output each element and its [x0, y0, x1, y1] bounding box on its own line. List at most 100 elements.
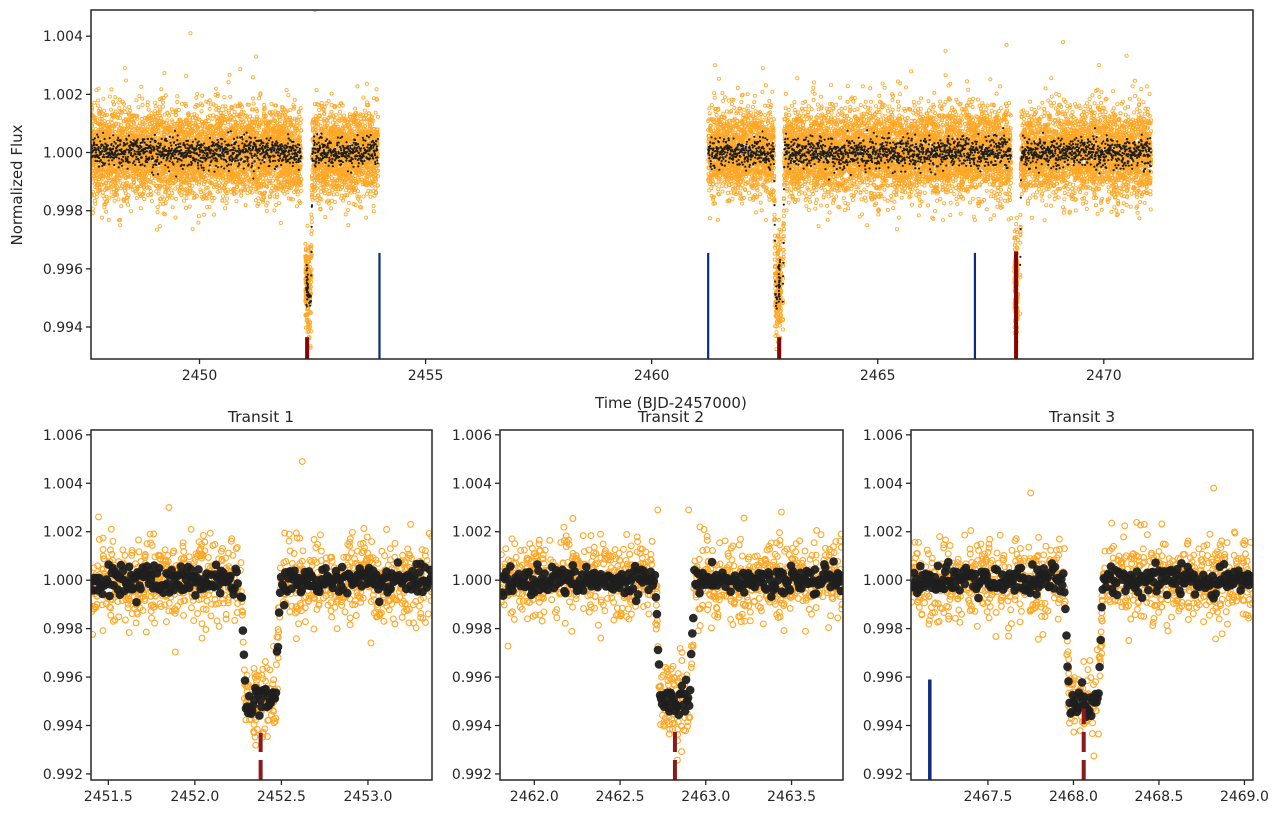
- raw-flux-point: [180, 101, 185, 106]
- raw-flux-point: [251, 101, 256, 106]
- raw-flux-point: [159, 87, 164, 92]
- raw-flux-point: [190, 226, 195, 231]
- raw-flux-point: [243, 203, 248, 208]
- raw-flux-point: [112, 114, 117, 119]
- raw-flux-point: [228, 94, 233, 99]
- raw-flux-point: [175, 94, 180, 99]
- raw-flux-point: [153, 104, 158, 109]
- raw-flux-point: [103, 113, 108, 118]
- raw-flux-point: [317, 108, 322, 113]
- raw-flux-point: [164, 196, 169, 201]
- raw-flux-point: [116, 112, 121, 117]
- raw-flux-point: [309, 220, 314, 225]
- raw-flux-point: [100, 190, 105, 195]
- raw-flux-point: [329, 91, 334, 96]
- raw-flux-point: [295, 131, 300, 136]
- raw-flux-point: [116, 122, 121, 127]
- raw-flux-point: [109, 117, 114, 122]
- raw-flux-point: [134, 98, 139, 103]
- raw-flux-point: [110, 121, 115, 126]
- raw-flux-point: [107, 185, 112, 190]
- raw-flux-point: [329, 206, 334, 211]
- raw-flux-point: [155, 210, 160, 215]
- raw-flux-point: [196, 220, 201, 225]
- raw-flux-point: [112, 198, 117, 203]
- raw-flux-point: [216, 106, 221, 111]
- raw-flux-point: [341, 113, 346, 118]
- raw-flux-point: [165, 118, 170, 123]
- raw-flux-point: [175, 99, 180, 104]
- raw-flux-point: [298, 106, 303, 111]
- raw-flux-point: [95, 182, 100, 187]
- raw-flux-point: [319, 101, 324, 106]
- raw-flux-point: [329, 109, 334, 114]
- raw-flux-point: [154, 227, 159, 232]
- raw-flux-point: [264, 208, 269, 213]
- raw-flux-point: [100, 215, 105, 220]
- raw-flux-point: [95, 185, 100, 190]
- raw-flux-point: [102, 119, 107, 124]
- raw-flux-point: [338, 109, 343, 114]
- raw-flux-point: [194, 95, 199, 100]
- raw-flux-point: [127, 105, 132, 110]
- raw-flux-point: [221, 194, 226, 199]
- raw-flux-point: [105, 186, 110, 191]
- raw-flux-point: [95, 103, 100, 108]
- raw-flux-point: [91, 210, 96, 215]
- raw-flux-point: [184, 196, 189, 201]
- raw-flux-point: [224, 196, 229, 201]
- raw-flux-point: [137, 94, 142, 99]
- raw-flux-point: [346, 223, 351, 228]
- raw-flux-point: [170, 191, 175, 196]
- raw-flux-point: [332, 200, 337, 205]
- raw-flux-point: [93, 117, 98, 122]
- raw-flux-point: [169, 195, 174, 200]
- raw-flux-point: [276, 201, 281, 206]
- raw-flux-point: [117, 116, 122, 121]
- raw-flux-point: [298, 117, 303, 122]
- raw-flux-point: [108, 107, 113, 112]
- raw-flux-point: [126, 202, 131, 207]
- raw-flux-point: [269, 102, 274, 107]
- raw-flux-point: [117, 106, 122, 111]
- raw-flux-point: [93, 115, 98, 120]
- raw-flux-point: [113, 180, 118, 185]
- raw-flux-point: [97, 117, 102, 122]
- raw-flux-point: [183, 205, 188, 210]
- raw-flux-point: [97, 176, 102, 181]
- raw-flux-point: [124, 78, 129, 83]
- raw-flux-point: [210, 116, 215, 121]
- raw-flux-point: [118, 223, 123, 228]
- raw-flux-point: [309, 212, 314, 217]
- raw-flux-point: [201, 212, 206, 217]
- raw-flux-point: [163, 93, 168, 98]
- raw-flux-point: [112, 102, 117, 107]
- raw-flux-point: [195, 92, 200, 97]
- raw-flux-point: [113, 129, 118, 134]
- raw-flux-point: [146, 107, 151, 112]
- raw-flux-point: [140, 103, 145, 108]
- raw-flux-point: [299, 188, 304, 193]
- main-data-points: [91, 10, 1154, 352]
- raw-flux-point: [128, 209, 133, 214]
- raw-flux-point: [278, 220, 283, 225]
- raw-flux-point: [139, 116, 144, 121]
- raw-flux-point: [100, 182, 105, 187]
- raw-flux-point: [226, 108, 231, 113]
- raw-flux-point: [331, 192, 336, 197]
- raw-flux-point: [270, 178, 275, 183]
- main-panel: 2450 2455 2460 2465 24700.9940.9960.9981.000…: [8, 9, 1254, 412]
- raw-flux-point: [101, 96, 106, 101]
- raw-flux-point: [175, 184, 180, 189]
- raw-flux-point: [148, 189, 153, 194]
- raw-flux-point: [91, 130, 95, 135]
- raw-flux-point: [123, 110, 128, 115]
- raw-flux-point: [136, 105, 141, 110]
- raw-flux-point: [151, 181, 156, 186]
- raw-flux-point: [97, 186, 102, 191]
- raw-flux-point: [286, 93, 291, 98]
- raw-flux-point: [316, 201, 321, 206]
- raw-flux-point: [104, 180, 109, 185]
- raw-flux-point: [298, 121, 303, 126]
